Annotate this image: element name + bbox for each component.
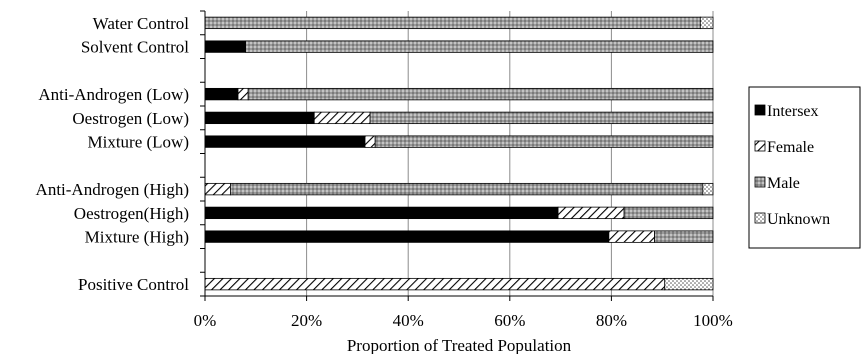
legend-label: Female: [767, 139, 814, 156]
bar-segment-intersex: [204, 230, 610, 243]
legend-label: Male: [767, 175, 800, 192]
bar-segment-intersex: [204, 111, 315, 125]
category-label: Anti-Androgen (High): [36, 180, 189, 199]
legend-label: Unknown: [767, 211, 830, 228]
x-tick-label: 40%: [393, 311, 424, 330]
bar-segment-female: [557, 206, 625, 220]
bar-segment-unknown: [664, 277, 714, 291]
category-label: Anti-Androgen (Low): [38, 85, 189, 104]
x-tick-label: 80%: [596, 311, 627, 330]
bar-segment-female: [204, 277, 666, 291]
category-label: Water Control: [93, 14, 190, 33]
x-tick-label: 20%: [291, 311, 322, 330]
bars-group: [204, 16, 714, 291]
bar-segment-male: [369, 111, 714, 125]
x-tick-label: 100%: [693, 311, 733, 330]
bar-segment-female: [237, 87, 249, 101]
bar-segment-female: [364, 135, 376, 148]
bar-segment-male: [374, 135, 714, 148]
category-label: Oestrogen (Low): [72, 109, 189, 128]
bar-segment-unknown: [702, 182, 714, 196]
x-tick-label: 60%: [494, 311, 525, 330]
bar-segment-intersex: [204, 40, 247, 53]
legend-label: Intersex: [767, 103, 819, 120]
gridlines: [204, 11, 714, 296]
category-label: Mixture (High): [85, 228, 189, 247]
legend-swatch-intersex: [754, 104, 766, 116]
bar-segment-male: [245, 40, 714, 53]
bar-segment-male: [204, 16, 701, 30]
x-axis-title: Proportion of Treated Population: [347, 336, 572, 354]
category-labels: Water Control Solvent Control Anti-Androge…: [36, 14, 190, 294]
bar-segment-male: [623, 206, 714, 220]
legend-swatch-female: [754, 140, 766, 152]
category-label: Oestrogen(High): [74, 204, 189, 223]
category-label: Solvent Control: [81, 38, 189, 57]
bar-segment-female: [204, 182, 231, 196]
bar-segment-male: [229, 182, 704, 196]
legend-box: [748, 86, 861, 249]
category-label: Mixture (Low): [87, 133, 189, 152]
category-label: Positive Control: [78, 275, 189, 294]
bar-segment-intersex: [204, 206, 559, 220]
legend: Intersex Female Male Unknown: [748, 86, 861, 249]
bar-segment-intersex: [204, 135, 366, 148]
bar-segment-unknown: [699, 16, 714, 30]
x-tick-label: 0%: [194, 311, 217, 330]
legend-swatch-unknown: [754, 212, 766, 224]
x-tick-labels: 0% 20% 40% 60% 80% 100%: [194, 311, 733, 330]
axes: [200, 10, 714, 301]
bar-segment-female: [608, 230, 655, 243]
legend-swatch-male: [754, 176, 766, 188]
bar-segment-male: [654, 230, 714, 243]
bar-segment-male: [247, 87, 714, 101]
bar-segment-intersex: [204, 87, 239, 101]
bar-segment-female: [313, 111, 371, 125]
